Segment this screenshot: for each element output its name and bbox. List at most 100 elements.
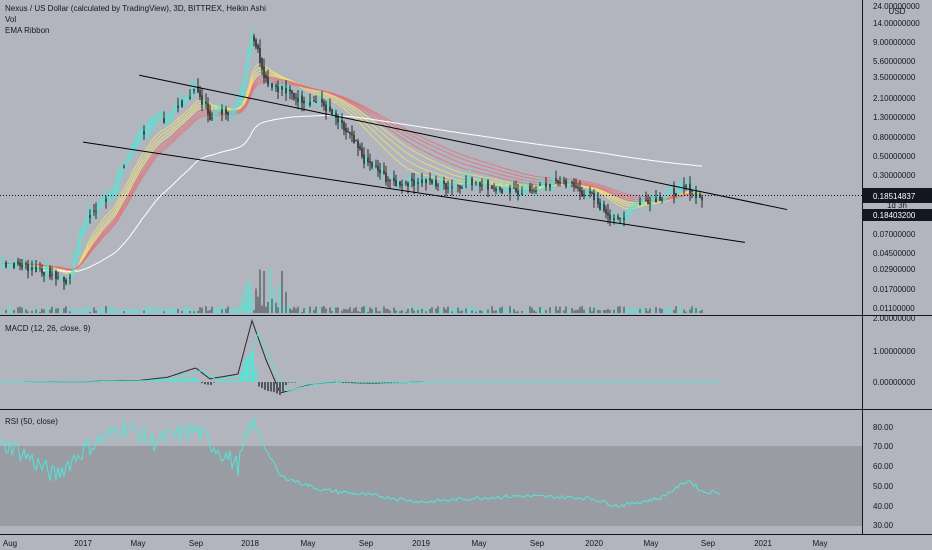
candle-body	[619, 218, 621, 220]
volume-bar	[485, 310, 487, 313]
volume-bar	[277, 307, 279, 313]
volume-bar	[93, 307, 95, 313]
volume-bar	[325, 308, 327, 313]
price-tick-label: 0.07000000	[873, 230, 916, 239]
macd-histogram-bar	[216, 380, 218, 382]
candle-body	[75, 253, 77, 263]
macd-histogram-bar	[405, 381, 407, 383]
macd-histogram-bar	[420, 381, 422, 383]
volume-bar	[145, 306, 147, 313]
volume-bar	[117, 311, 119, 313]
volume-bar	[169, 311, 171, 313]
candle-body	[313, 100, 315, 102]
volume-indicator-label[interactable]: Vol	[5, 15, 16, 24]
macd-histogram-bar	[360, 382, 362, 383]
candle-body	[521, 193, 523, 195]
volume-bar	[413, 310, 415, 313]
macd-histogram-bar	[198, 380, 200, 382]
macd-histogram-bar	[150, 380, 152, 382]
candle-body	[235, 103, 237, 109]
volume-bar	[281, 270, 283, 313]
volume-bar	[25, 309, 27, 313]
time-axis[interactable]: Aug 2017 May Sep 2018 May Sep 2019 May S…	[3, 539, 828, 548]
volume-bar	[303, 308, 305, 313]
trendlines[interactable]	[82, 74, 788, 243]
volume-bar	[389, 310, 391, 313]
volume-bar	[583, 309, 585, 313]
volume-bar	[537, 309, 539, 313]
candle-body	[415, 181, 417, 185]
volume-bar	[237, 307, 239, 313]
volume-bar	[171, 307, 173, 313]
volume-bar	[295, 308, 297, 313]
candle-body	[109, 193, 111, 200]
candle-body	[685, 185, 687, 188]
volume-bar	[37, 309, 39, 313]
volume-bar	[587, 309, 589, 313]
candle-body	[437, 184, 439, 186]
candle-body	[569, 181, 571, 185]
volume-bar	[597, 309, 599, 313]
volume-bar	[551, 311, 553, 313]
volume-bar	[147, 308, 149, 313]
candle-body	[457, 184, 459, 186]
volume-bar	[555, 306, 557, 313]
volume-bar	[49, 309, 51, 313]
volume-bar	[317, 310, 319, 313]
macd-histogram-bar	[294, 382, 296, 383]
candle-body	[493, 187, 495, 189]
volume-bar	[617, 306, 619, 313]
volume-bar	[647, 311, 649, 313]
macd-histogram-bar	[327, 381, 329, 383]
candle-body	[165, 118, 167, 122]
time-tick-label: May	[471, 539, 486, 548]
candle-body	[657, 195, 659, 202]
candle-body	[509, 187, 511, 193]
candle-body	[401, 184, 403, 186]
volume-bar	[629, 309, 631, 313]
volume-bar	[311, 311, 313, 313]
volume-bar	[373, 307, 375, 313]
candle-body	[199, 90, 201, 98]
volume-bar	[255, 288, 257, 313]
macd-histogram-bar	[171, 379, 173, 382]
macd-histogram-bar	[324, 381, 326, 383]
price-tick-label: 0.80000000	[873, 133, 916, 142]
candle-body	[251, 32, 253, 49]
volume-bar	[441, 308, 443, 313]
rsi-panel-title[interactable]: RSI (50, close)	[5, 417, 58, 426]
volume-bar	[445, 309, 447, 313]
macd-histogram-bar	[213, 382, 215, 383]
volume-bar	[625, 308, 627, 313]
candle-body	[691, 190, 693, 192]
volume-bar	[239, 311, 241, 313]
rsi-tick-label: 80.00	[873, 423, 894, 432]
candle-body	[123, 166, 125, 168]
macd-histogram-bar	[231, 379, 233, 382]
candle-body	[681, 185, 683, 187]
volume-bar	[247, 281, 249, 313]
macd-histogram-bar	[285, 382, 287, 386]
candle-body	[325, 104, 327, 112]
candle-body	[261, 58, 263, 70]
macd-histogram-bar	[204, 382, 206, 385]
volume-bar	[565, 306, 567, 313]
candle-body	[579, 187, 581, 192]
price-axis[interactable]: 24.00000000 14.00000000 9.00000000 5.600…	[873, 2, 920, 313]
candle-body	[289, 89, 291, 92]
volume-bar	[391, 310, 393, 313]
volume-bar	[569, 310, 571, 313]
macd-histogram-bar	[417, 381, 419, 383]
volume-bar	[17, 307, 19, 313]
candle-body	[13, 263, 15, 269]
macd-axis[interactable]: 2.00000000 1.00000000 0.00000000	[873, 314, 916, 387]
volume-bar	[189, 311, 191, 313]
ema-ribbon-indicator-label[interactable]: EMA Ribbon	[5, 26, 49, 35]
macd-histogram-bar	[243, 360, 245, 382]
candle-body	[653, 198, 655, 200]
rsi-axis[interactable]: 80.00 70.00 60.00 50.00 40.00 30.00	[873, 423, 894, 530]
symbol-title[interactable]: Nexus / US Dollar (calculated by Trading…	[5, 4, 266, 13]
macd-panel-title[interactable]: MACD (12, 26, close, 9)	[5, 324, 91, 333]
candle-body	[599, 202, 601, 210]
